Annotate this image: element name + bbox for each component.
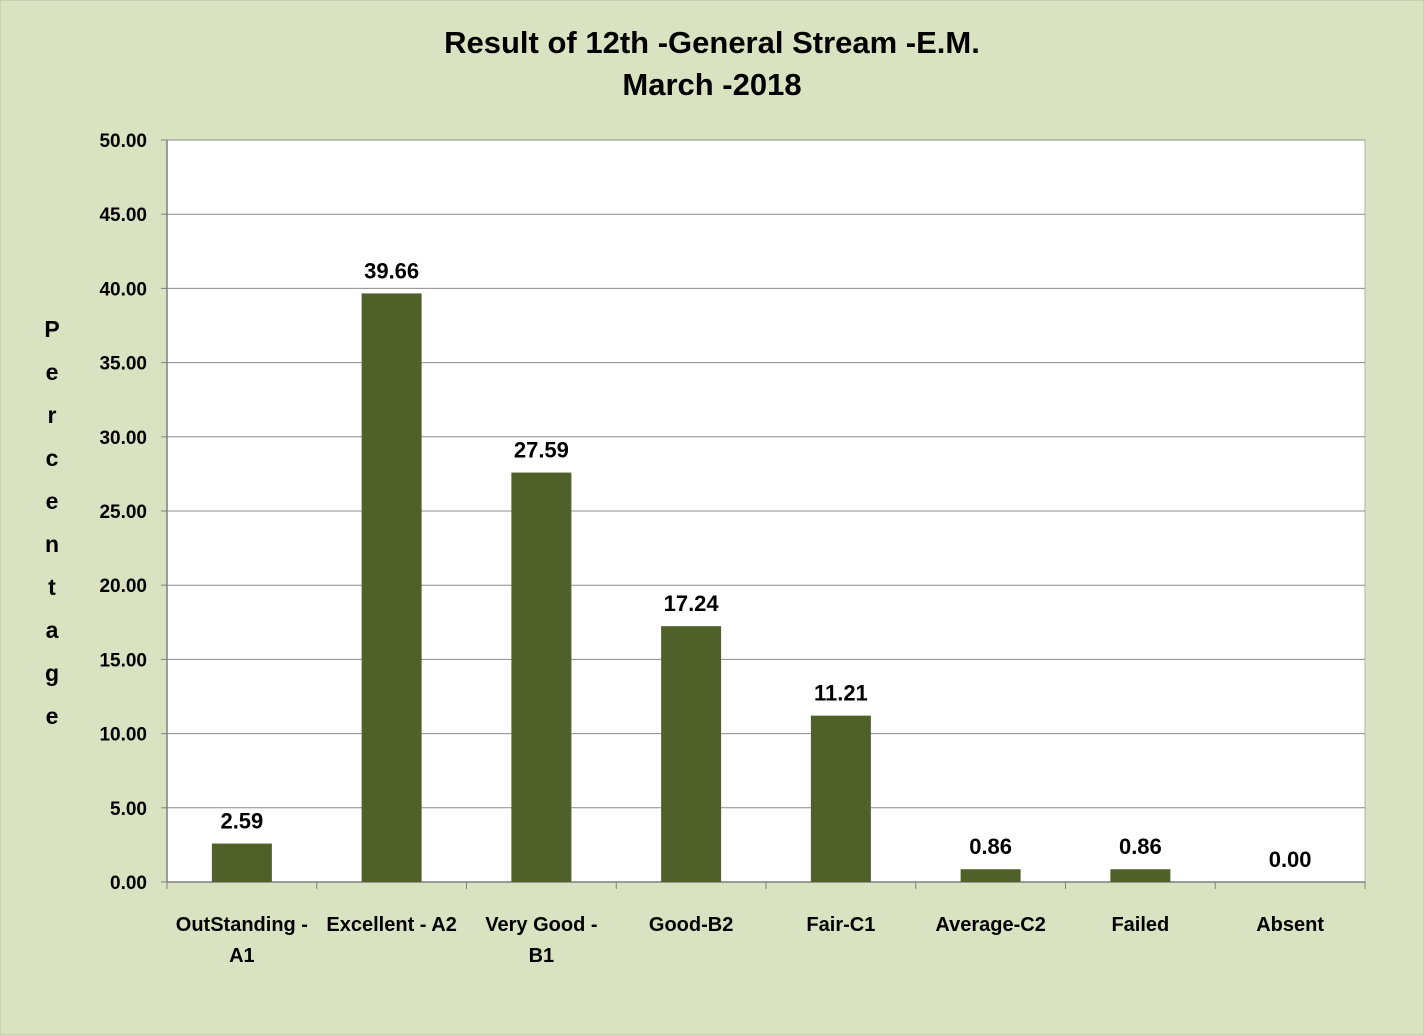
data-label: 17.24	[664, 591, 720, 616]
chart-title: Result of 12th -General Stream -E.M. Mar…	[0, 22, 1424, 106]
x-tick-label: Average-C2	[935, 914, 1045, 936]
y-axis-label-letter: P	[44, 316, 60, 342]
data-label: 0.00	[1269, 847, 1312, 872]
y-tick-label: 10.00	[99, 725, 147, 746]
bar	[960, 869, 1021, 882]
y-axis-label-letter: c	[45, 445, 59, 471]
chart-title-line-1: Result of 12th -General Stream -E.M.	[444, 25, 980, 60]
chart-title-line-2: March -2018	[622, 67, 802, 102]
x-tick-label: Failed	[1111, 914, 1169, 936]
y-axis-label-letter: a	[45, 617, 59, 643]
bar	[810, 715, 871, 882]
bar	[1110, 869, 1171, 882]
y-axis-label-letter: e	[45, 359, 59, 385]
y-tick-label: 5.00	[110, 799, 147, 820]
y-tick-label: 50.00	[99, 131, 147, 152]
x-tick-label: Very Good -	[485, 914, 597, 936]
data-label: 2.59	[220, 809, 263, 834]
bar	[661, 626, 722, 882]
bar	[511, 472, 572, 882]
y-axis-label-letter: t	[48, 574, 56, 600]
x-tick-label: OutStanding -	[176, 914, 308, 936]
y-tick-label: 20.00	[99, 576, 147, 597]
x-tick-label: B1	[529, 945, 555, 967]
bar	[211, 843, 272, 882]
data-label: 0.86	[969, 834, 1012, 859]
x-tick-label: A1	[229, 945, 255, 967]
y-axis-label-letter: g	[44, 660, 60, 686]
data-label: 11.21	[814, 681, 868, 706]
y-tick-label: 40.00	[99, 279, 147, 300]
y-tick-label: 30.00	[99, 428, 147, 449]
x-tick-label: Fair-C1	[806, 914, 875, 936]
y-tick-label: 25.00	[99, 502, 147, 523]
data-label: 39.66	[364, 258, 419, 283]
y-axis-label-letter: r	[47, 402, 57, 428]
y-tick-label: 0.00	[110, 873, 147, 894]
y-tick-label: 35.00	[99, 354, 147, 375]
bar	[361, 293, 422, 883]
x-tick-label: Good-B2	[649, 914, 733, 936]
y-axis-label-letter: e	[45, 488, 59, 514]
y-axis-label-letter: n	[44, 531, 60, 557]
y-tick-label: 15.00	[99, 650, 147, 671]
x-tick-label: Absent	[1256, 914, 1324, 936]
data-label: 0.86	[1119, 834, 1162, 859]
y-axis-label-letter: e	[45, 703, 59, 729]
x-tick-label: Excellent - A2	[326, 914, 456, 936]
data-label: 27.59	[514, 438, 569, 463]
y-tick-label: 45.00	[99, 205, 147, 226]
